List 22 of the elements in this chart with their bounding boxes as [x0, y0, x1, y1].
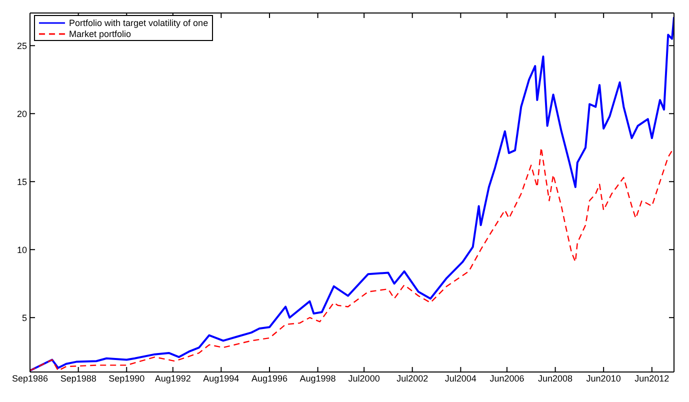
- x-tick-label: Jun2006: [490, 373, 524, 384]
- legend-label: Market portfolio: [69, 28, 132, 40]
- x-tick-label: Sep1988: [60, 373, 96, 384]
- y-tick-label: 15: [16, 176, 27, 187]
- x-tick-label: Aug1992: [154, 373, 191, 384]
- x-tick-label: Jul2000: [348, 373, 380, 384]
- x-tick-label: Jul2002: [396, 373, 428, 384]
- y-tick-label: 25: [16, 40, 27, 51]
- x-tick-label: Sep1990: [108, 373, 145, 384]
- x-tick-label: Aug1996: [251, 373, 288, 384]
- y-tick-label: 5: [22, 312, 27, 323]
- x-tick-label: Jul2004: [444, 373, 476, 384]
- x-tick-label: Aug1994: [203, 373, 240, 384]
- x-tick-label: Aug1998: [300, 373, 336, 384]
- x-tick-label: Jun2008: [538, 373, 573, 384]
- y-tick-label: 10: [16, 244, 27, 255]
- x-tick-label: Jun2012: [634, 373, 670, 384]
- legend-label: Portfolio with target volatility of one: [69, 16, 208, 28]
- y-tick-label: 20: [16, 108, 27, 119]
- line-series: [30, 16, 674, 372]
- x-tick-label: Jun2010: [586, 373, 621, 384]
- x-tick-label: Sep1986: [12, 373, 48, 384]
